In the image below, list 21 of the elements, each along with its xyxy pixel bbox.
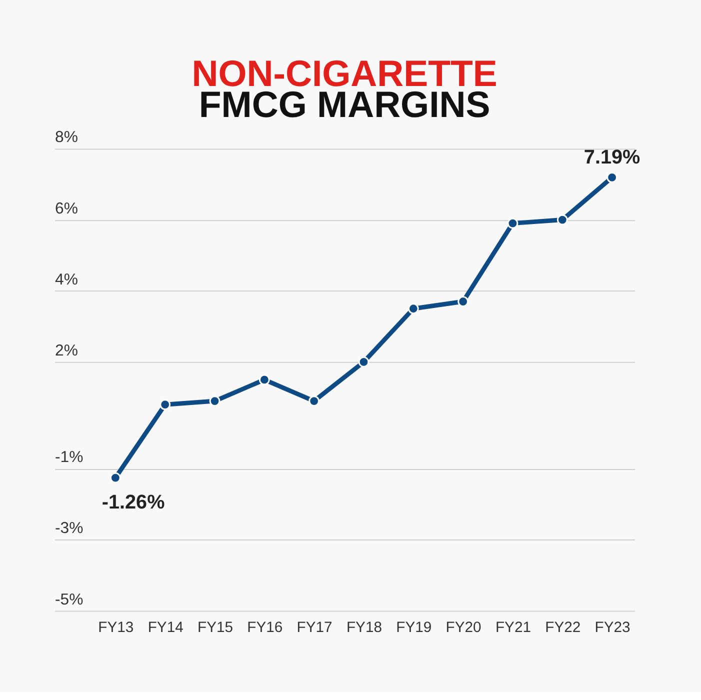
y-tick-label: 2% <box>55 342 78 360</box>
chart-title: NON-CIGARETTE FMCG MARGINS <box>192 53 498 125</box>
data-label: 7.19% <box>584 146 641 169</box>
x-tick-label: FY16 <box>247 620 283 636</box>
y-tick-label: 6% <box>55 200 78 218</box>
x-tick-label: FY13 <box>98 620 134 636</box>
y-tick-label: -1% <box>55 449 84 466</box>
x-tick-label: FY17 <box>296 620 332 636</box>
x-tick-label: FY19 <box>396 620 432 636</box>
x-tick-label: FY15 <box>197 620 234 636</box>
x-tick-label: FY21 <box>495 620 531 636</box>
x-tick-label: FY14 <box>148 620 184 636</box>
x-tick-label: FY20 <box>446 620 482 636</box>
x-tick-label: FY23 <box>594 620 630 636</box>
y-tick-label: -3% <box>55 520 84 538</box>
x-tick-label: FY22 <box>545 620 581 636</box>
x-tick-label: FY18 <box>346 620 382 636</box>
y-tick-label: -5% <box>55 591 84 608</box>
data-label: -1.26% <box>102 492 166 514</box>
y-tick-label: 4% <box>55 271 78 288</box>
y-tick-label: 8% <box>55 129 78 146</box>
